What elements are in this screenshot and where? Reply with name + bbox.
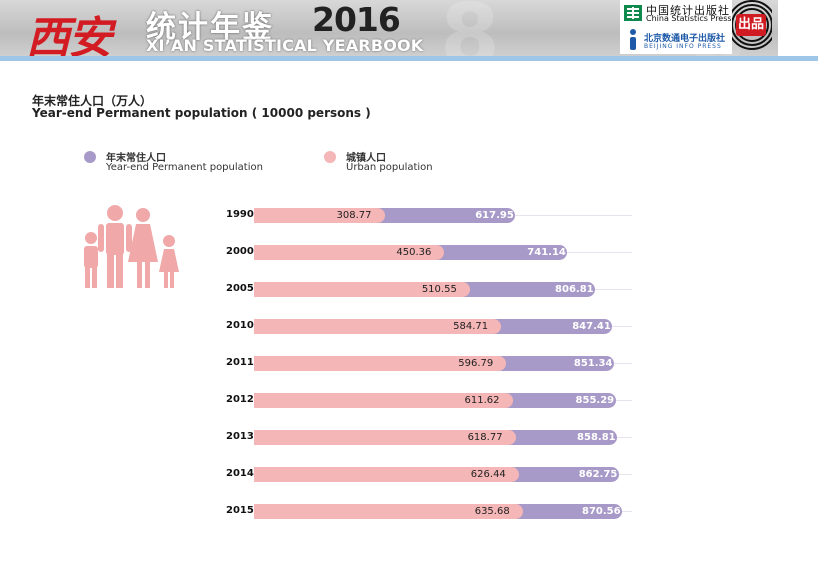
total-value-label: 855.29 [575, 395, 615, 406]
legend-label-cn: 年末常住人口 [106, 153, 166, 164]
header-banner: 8 8 西安 统计年鉴 2016 XI’AN STATISTICAL YEARB… [0, 0, 818, 56]
family-icon [84, 205, 179, 288]
publisher2-name-en: BEIJING INFO PRESS [644, 43, 722, 50]
legend-item-urban: 城镇人口 Urban population [324, 149, 484, 177]
yearbook-year: 2016 [312, 0, 401, 39]
urban-population-bar [254, 282, 470, 297]
total-value-label: 847.41 [572, 321, 611, 332]
year-label: 2000 [226, 246, 254, 257]
urban-value-label: 510.55 [421, 284, 457, 295]
urban-value-label: 308.77 [336, 210, 372, 221]
total-value-label: 741.14 [527, 247, 566, 258]
chart-title: 年末常住人口（万人） [32, 94, 153, 108]
urban-value-label: 611.62 [464, 395, 500, 406]
year-label: 2012 [226, 394, 254, 405]
legend-item-total: 年末常住人口 Year-end Permanent population [84, 149, 304, 177]
year-label: 2010 [226, 320, 254, 331]
year-label: 2005 [226, 283, 254, 294]
urban-population-bar [254, 319, 502, 334]
publisher2-name-cn: 北京数通电子出版社 [644, 34, 726, 44]
urban-population-bar [254, 208, 385, 223]
urban-value-label: 635.68 [474, 506, 510, 517]
year-label: 1990 [226, 209, 254, 220]
year-label: 2013 [226, 431, 254, 442]
total-value-label: 862.75 [578, 469, 618, 480]
logo-xian: 西安 [26, 13, 112, 56]
urban-population-bar [254, 430, 516, 445]
yearbook-title-cn: 统计年鉴 [146, 10, 274, 45]
total-value-label: 806.81 [555, 284, 594, 295]
urban-value-label: 618.77 [467, 432, 503, 443]
publisher1-name-en: China Statistics Press [646, 14, 732, 23]
urban-population-bar [254, 504, 523, 519]
urban-value-label: 450.36 [396, 247, 432, 258]
header-right-strip [778, 0, 818, 56]
year-label: 2015 [226, 505, 254, 516]
total-value-label: 870.56 [582, 506, 621, 517]
total-value-label: 858.81 [577, 432, 616, 443]
legend-swatch-total [84, 151, 96, 163]
header-divider [0, 56, 818, 61]
legend-label-cn: 城镇人口 [346, 153, 386, 164]
china-statistics-press-icon [624, 5, 642, 21]
urban-population-bar [254, 356, 507, 371]
decor-digit: 8 [440, 0, 500, 56]
publisher-stamp: 出品 [736, 14, 766, 36]
urban-value-label: 596.79 [458, 358, 494, 369]
publisher1-name-cn: 中国统计出版社 [646, 4, 730, 17]
legend-label-en: Year-end Permanent population [106, 162, 263, 173]
chart-subtitle: Year-end Permanent population ( 10000 pe… [32, 106, 371, 120]
urban-population-bar [254, 245, 445, 260]
total-value-label: 851.34 [573, 358, 613, 369]
yearbook-title-en: XI’AN STATISTICAL YEARBOOK [146, 36, 424, 55]
urban-population-bar [254, 467, 519, 482]
total-value-label: 617.95 [475, 210, 514, 221]
beijing-info-press-icon [630, 29, 636, 50]
urban-value-label: 626.44 [470, 469, 506, 480]
publisher-box: 中国统计出版社 China Statistics Press 北京数通电子出版社… [620, 0, 732, 54]
year-label: 2011 [226, 357, 254, 368]
urban-value-label: 584.71 [453, 321, 489, 332]
urban-population-bar [254, 393, 513, 408]
year-label: 2014 [226, 468, 254, 479]
legend-label-en: Urban population [346, 162, 433, 173]
legend-swatch-urban [324, 151, 336, 163]
